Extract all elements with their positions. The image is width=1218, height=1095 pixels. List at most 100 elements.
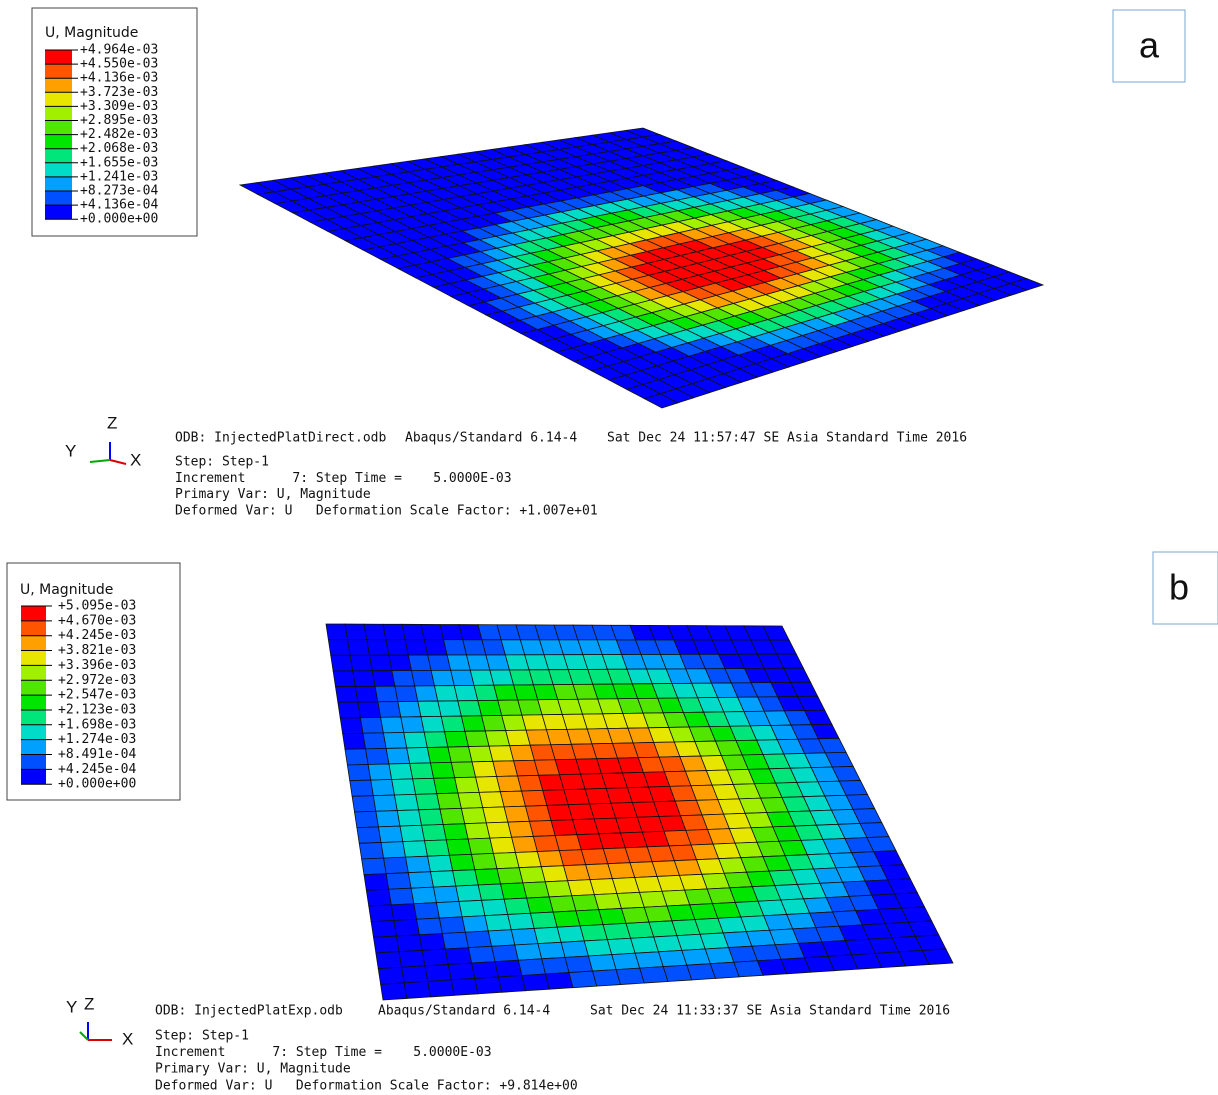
mesh-cell [407,654,432,671]
mesh-cell [450,761,477,779]
mesh-cell [409,762,435,780]
mesh-cell [575,909,604,927]
mesh-cell [536,850,565,868]
mesh-cell [478,791,505,809]
legend-label: +0.000e+00 [80,212,158,227]
mesh-cell [441,931,469,950]
mesh-cell [579,924,608,942]
mesh-cell [458,899,486,918]
mesh-cell [377,966,405,985]
mesh-cell [349,654,373,672]
mesh-cell [383,856,409,875]
legend-label: +3.821e-03 [58,643,136,658]
mesh-cell [427,654,452,671]
legend-swatch [21,724,46,740]
legend-label: +4.550e-03 [80,57,158,72]
legend-swatch [21,709,46,725]
mesh-cell [432,885,460,904]
legend-swatch [21,620,46,636]
panel-b: b U, Magnitude Y Z X ODB: InjectedPlatEx… [6,551,1218,1092]
mesh-cell [517,958,546,976]
mesh-cell [433,777,459,795]
mesh-cell [365,888,392,907]
legend-label: +8.491e-04 [58,747,136,762]
mesh-cell [556,925,585,943]
mesh-cell [374,685,399,703]
mesh-cell [540,865,569,883]
legend-swatch [21,695,46,710]
mesh-cell [370,920,397,938]
legend-swatch [21,754,46,770]
mesh-cell [369,654,393,672]
mesh-cell [514,851,542,869]
legend-title: U, Magnitude [45,25,138,41]
mesh-cell [507,820,534,838]
mesh-cell [394,685,419,702]
mesh-cell [366,639,390,656]
mesh-cell [592,969,622,987]
mesh-cell [391,778,417,796]
mesh-cell [415,793,441,811]
mesh-cell [477,883,505,901]
mesh-cell [385,747,411,765]
mesh-cell [365,748,390,765]
mesh-cell [464,930,493,949]
mesh-cell [362,732,387,750]
mesh-cell [393,918,420,937]
mesh-cell [452,869,479,887]
legend-label: +1.241e-03 [80,169,158,184]
mesh-cell [416,917,443,936]
label-box [1112,9,1186,83]
mesh-cell [436,792,462,810]
mesh-cell [526,896,554,914]
legend-swatch [45,78,72,93]
legend-swatch [45,50,72,65]
mesh-cell [407,871,434,889]
mesh-cell [487,929,516,947]
mesh-cell [497,975,526,993]
mesh-cell [398,949,426,968]
mesh-cell [503,805,530,823]
mesh-cell [359,716,384,734]
info-line: Increment 7: Step Time = 5.0000E-03 [155,1045,492,1060]
mesh-cell [424,964,452,982]
mesh-cell [388,654,412,672]
mesh-cell [544,880,573,898]
legend-label: +2.972e-03 [58,673,136,688]
legend-label: +4.670e-03 [58,613,136,628]
mesh-cell [382,623,406,641]
legend-label: +8.273e-04 [80,184,158,199]
mesh-cell [474,976,503,995]
legend-label: +3.396e-03 [58,658,136,673]
info-line: Deformed Var: U Deformation Scale Factor… [175,503,598,518]
mesh-cell [447,962,476,981]
mesh-cell [1009,278,1045,291]
mesh-cell [380,841,407,859]
mesh-cell [342,732,367,750]
mesh-cell [391,670,416,687]
mesh-cell [438,916,466,934]
legend-label: +1.698e-03 [58,717,136,732]
mesh-cell [344,623,368,641]
mesh-cell [352,670,376,687]
mesh-cell [450,978,479,996]
mesh-cell [354,810,379,829]
legend-label: +1.655e-03 [80,155,158,170]
mesh-cell [491,944,519,963]
axis-triad: Y Z X [66,994,133,1048]
legend-swatch [21,665,46,681]
legend-swatch [45,191,72,206]
triad-x: X [122,1029,133,1048]
triad-y: Y [65,441,76,460]
mesh-cell [427,979,455,998]
legend-swatch [21,606,46,621]
info-solver: Abaqus/Standard 6.14-4 [378,1004,550,1019]
legend-label: +2.068e-03 [80,141,158,156]
mesh-cell [494,959,523,978]
mesh-cell [332,670,356,688]
mesh-cell [587,954,617,972]
mesh-cell [457,791,484,809]
mesh-cell [395,934,423,953]
mesh-cell [367,763,393,781]
mesh-cell [435,901,463,919]
